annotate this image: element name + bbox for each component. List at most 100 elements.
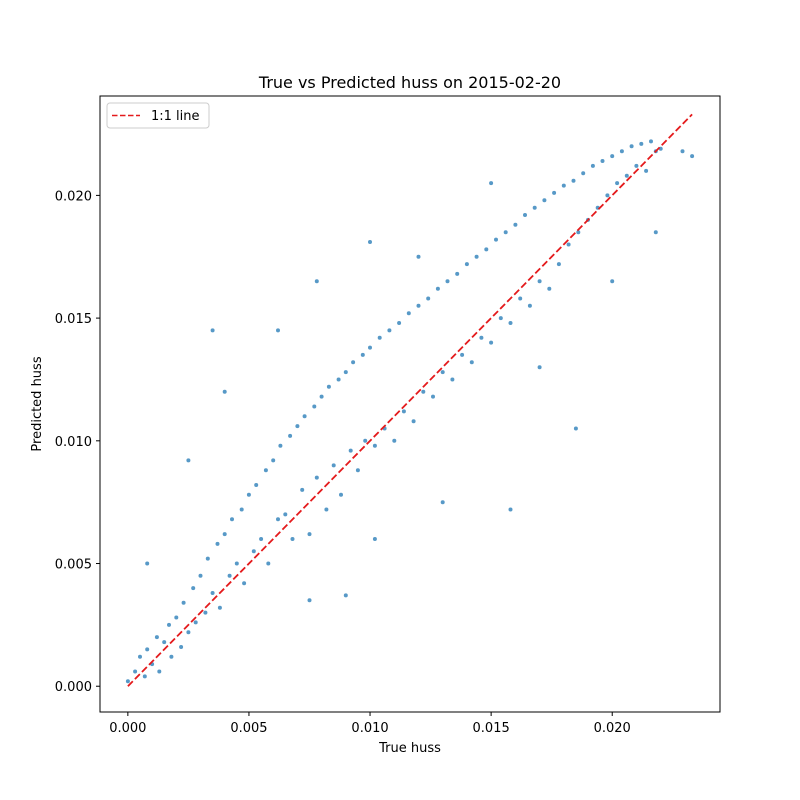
y-tick-label: 0.005	[55, 558, 92, 573]
scatter-point	[450, 377, 455, 382]
scatter-point	[426, 296, 431, 301]
scatter-point	[363, 438, 368, 443]
scatter-point	[290, 537, 295, 541]
scatter-points	[125, 139, 695, 684]
scatter-point	[167, 622, 171, 627]
scatter-point	[392, 438, 397, 443]
scatter-point	[271, 458, 276, 463]
scatter-point	[307, 598, 312, 603]
scatter-point	[431, 394, 435, 399]
x-tick-label: 0.010	[351, 721, 388, 736]
scatter-point	[157, 669, 162, 674]
scatter-point	[566, 242, 571, 247]
scatter-point	[222, 532, 227, 537]
scatter-point	[210, 591, 215, 595]
y-tick-label: 0.020	[55, 189, 92, 204]
scatter-point	[266, 561, 271, 566]
y-tick-label: 0.015	[55, 312, 92, 327]
scatter-point	[653, 230, 658, 235]
legend-box	[106, 102, 210, 129]
x-tick-label: 0.000	[109, 721, 146, 736]
scatter-point	[615, 181, 620, 186]
scatter-point	[532, 205, 537, 210]
scatter-point	[571, 178, 576, 183]
scatter-point	[474, 254, 479, 259]
scatter-point	[610, 279, 615, 284]
scatter-point	[435, 286, 440, 291]
scatter-point	[348, 448, 353, 453]
scatter-point	[186, 458, 191, 463]
scatter-point	[179, 645, 184, 649]
scatter-point	[307, 532, 312, 537]
scatter-point	[494, 237, 498, 242]
scatter-point	[169, 654, 174, 659]
y-tick-label: 0.000	[55, 680, 92, 695]
scatter-point	[288, 433, 293, 438]
x-axis-ticks: 0.000 0.005 0.010 0.015 0.020	[109, 712, 631, 736]
scatter-point	[319, 394, 324, 399]
scatter-point	[649, 139, 653, 144]
chart-title: True vs Predicted huss on 2015-02-20	[258, 73, 561, 92]
scatter-point	[518, 296, 523, 301]
scatter-point	[254, 483, 259, 487]
scatter-point	[181, 600, 186, 605]
scatter-point	[508, 321, 513, 325]
scatter-point	[162, 640, 167, 645]
scatter-point	[234, 561, 239, 566]
scatter-point	[624, 173, 629, 178]
scatter-point	[210, 328, 215, 333]
scatter-point	[215, 541, 220, 546]
scatter-point	[355, 468, 360, 473]
scatter-point	[186, 630, 191, 635]
scatter-point	[251, 549, 256, 554]
scatter-point	[263, 468, 268, 473]
y-tick-label: 0.010	[55, 435, 92, 450]
scatter-point	[242, 581, 247, 586]
scatter-point	[227, 573, 232, 578]
x-tick-label: 0.020	[594, 721, 631, 736]
scatter-point	[372, 443, 377, 448]
scatter-point	[343, 370, 348, 375]
scatter-point	[537, 365, 542, 370]
scatter-point	[464, 262, 469, 267]
scatter-point	[573, 426, 578, 431]
scatter-point	[283, 512, 288, 517]
scatter-point	[634, 163, 639, 168]
scatter-point	[198, 573, 203, 578]
scatter-point	[455, 271, 460, 276]
scatter-point	[556, 262, 561, 267]
scatter-point	[498, 316, 503, 321]
scatter-point	[351, 360, 356, 365]
scatter-point	[138, 654, 142, 659]
scatter-point	[222, 389, 227, 394]
scatter-point	[339, 492, 343, 497]
reference-line-1to1	[127, 113, 693, 687]
scatter-point	[239, 507, 244, 512]
scatter-point	[581, 171, 586, 176]
scatter-point	[440, 500, 445, 505]
scatter-point	[527, 303, 532, 308]
scatter-point	[489, 340, 494, 345]
scatter-point	[523, 213, 527, 217]
scatter-point	[302, 414, 307, 419]
scatter-point	[295, 424, 300, 429]
scatter-point	[324, 507, 329, 512]
scatter-point	[360, 352, 365, 357]
scatter-point	[314, 475, 319, 480]
x-axis-title: True huss	[378, 741, 441, 756]
y-axis-ticks: 0.000 0.005 0.010 0.015 0.020	[55, 189, 100, 695]
scatter-point	[312, 404, 317, 409]
scatter-point	[542, 198, 547, 203]
scatter-point	[276, 328, 280, 333]
scatter-point	[314, 279, 319, 284]
scatter-point	[230, 517, 234, 522]
scatter-point	[246, 492, 251, 497]
scatter-point	[372, 537, 377, 541]
scatter-point	[547, 286, 552, 291]
scatter-point	[174, 615, 179, 620]
scatter-point	[377, 335, 382, 340]
scatter-point	[343, 593, 348, 598]
plot-frame	[99, 95, 721, 713]
scatter-point	[440, 370, 445, 375]
